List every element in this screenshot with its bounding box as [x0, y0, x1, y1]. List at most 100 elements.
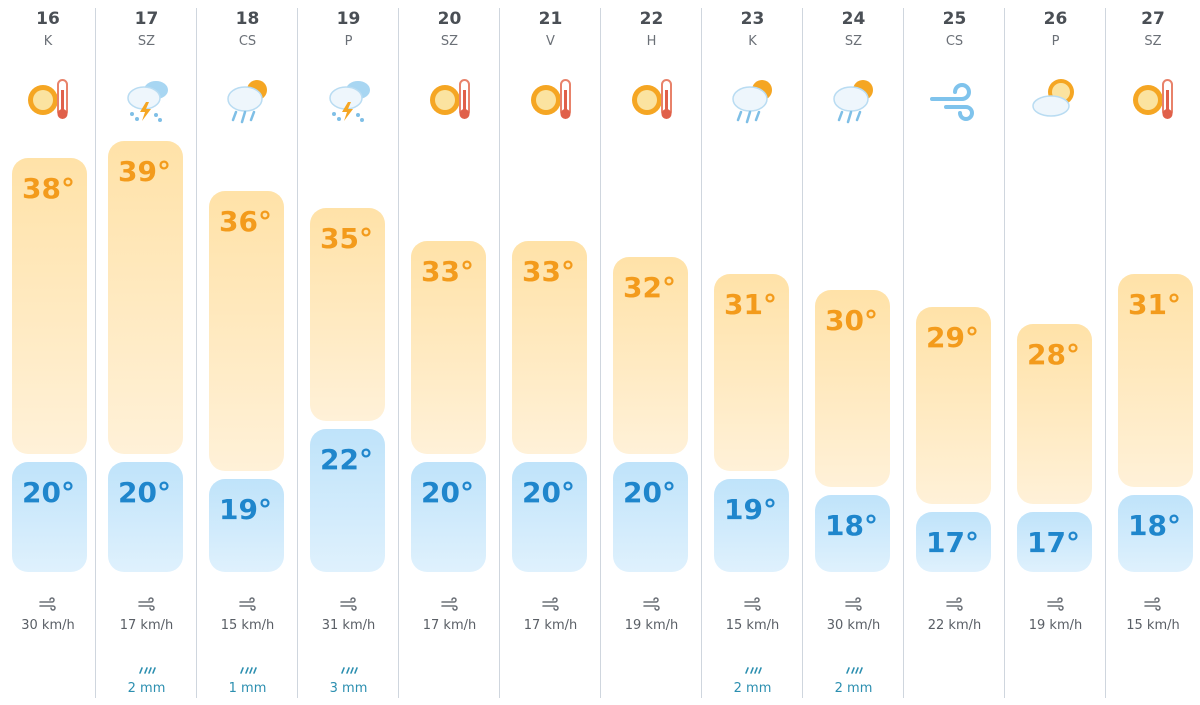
day-of-week: CS: [945, 34, 964, 49]
forecast-day-column[interactable]: 19 P 35° 22° 31 km/h 3 mm: [298, 0, 399, 698]
wind-speed: 31 km/h: [321, 618, 376, 633]
low-temp: 22°: [320, 442, 373, 476]
forecast-day-column[interactable]: 22 H 32° 20° 19 km/h: [601, 0, 702, 698]
low-temp: 20°: [421, 476, 474, 509]
precipitation: 2 mm: [834, 681, 873, 696]
wind-icon: [743, 596, 763, 611]
day-number: 26: [1043, 9, 1068, 29]
sun-cloud-rain-icon: [726, 72, 780, 126]
high-temp-bar: 30°: [815, 290, 890, 488]
wind-icon: [137, 596, 157, 611]
wind-speed: 15 km/h: [725, 618, 780, 633]
low-temp-bar: 20°: [512, 462, 587, 572]
low-temp-bar: 20°: [411, 462, 486, 572]
day-of-week: SZ: [844, 34, 863, 49]
low-temp-bar: 19°: [714, 478, 789, 572]
low-temp-bar: 17°: [916, 511, 991, 572]
wind-icon: [440, 596, 460, 611]
precipitation: 2 mm: [127, 681, 166, 696]
high-temp: 31°: [1128, 287, 1181, 321]
sun-cloud-rain-icon: [827, 72, 881, 126]
forecast-day-column[interactable]: 21 V 33° 20° 17 km/h: [500, 0, 601, 698]
rain-icon: [137, 660, 157, 674]
sun-thermometer-icon: [1126, 72, 1180, 126]
wind-icon: [642, 596, 662, 611]
column-divider: [297, 8, 298, 698]
day-of-week: H: [646, 34, 657, 49]
rain-icon: [844, 660, 864, 674]
wind-speed: 30 km/h: [826, 618, 881, 633]
high-temp: 30°: [825, 304, 878, 338]
forecast-day-column[interactable]: 26 P 28° 17° 19 km/h: [1005, 0, 1106, 698]
high-temp: 32°: [623, 271, 676, 305]
forecast-day-column[interactable]: 18 CS 36° 19° 15 km/h 1 mm: [197, 0, 298, 698]
forecast-day-column[interactable]: 17 SZ 39° 20° 17 km/h 2 mm: [96, 0, 197, 698]
day-number: 24: [841, 9, 866, 29]
column-divider: [499, 8, 500, 698]
rain-icon: [339, 660, 359, 674]
precipitation: 2 mm: [733, 681, 772, 696]
high-temp-bar: 36°: [209, 191, 284, 471]
high-temp-bar: 33°: [512, 240, 587, 454]
day-number: 23: [740, 9, 765, 29]
high-temp: 28°: [1027, 337, 1080, 371]
high-temp-bar: 29°: [916, 306, 991, 504]
day-of-week: P: [344, 34, 353, 49]
low-temp-bar: 19°: [209, 478, 284, 572]
low-temp: 20°: [22, 476, 75, 509]
high-temp-bar: 31°: [1118, 273, 1193, 488]
low-temp: 18°: [1128, 509, 1181, 543]
day-of-week: CS: [238, 34, 257, 49]
high-temp-bar: 35°: [310, 207, 385, 421]
high-temp: 35°: [320, 221, 373, 255]
column-divider: [95, 8, 96, 698]
column-divider: [398, 8, 399, 698]
day-number: 16: [36, 9, 60, 29]
forecast-day-column[interactable]: 24 SZ 30° 18° 30 km/h 2 mm: [803, 0, 904, 698]
forecast-day-column[interactable]: 20 SZ 33° 20° 17 km/h: [399, 0, 500, 698]
precipitation: 1 mm: [228, 681, 267, 696]
day-number: 21: [538, 9, 563, 29]
wind-speed: 17 km/h: [119, 618, 174, 633]
high-temp: 33°: [522, 254, 575, 288]
column-divider: [1105, 8, 1106, 698]
day-number: 25: [942, 9, 967, 29]
wind-icon: [541, 596, 561, 611]
high-temp-bar: 33°: [411, 240, 486, 454]
sun-thermometer-icon: [21, 72, 75, 126]
low-temp-bar: 18°: [1118, 495, 1193, 572]
wind-icon: [1046, 596, 1066, 611]
day-number: 22: [639, 9, 664, 29]
wind-icon: [844, 596, 864, 611]
high-temp-bar: 38°: [12, 158, 87, 454]
forecast-day-column[interactable]: 25 CS 29° 17° 22 km/h: [904, 0, 1005, 698]
column-divider: [600, 8, 601, 698]
low-temp: 20°: [118, 476, 171, 509]
wind-speed: 30 km/h: [21, 618, 75, 633]
low-temp-bar: 20°: [613, 462, 688, 572]
low-temp-bar: 20°: [108, 462, 183, 572]
low-temp-bar: 17°: [1017, 511, 1092, 572]
rain-icon: [238, 660, 258, 674]
high-temp-bar: 31°: [714, 273, 789, 471]
sun-thermometer-icon: [423, 72, 477, 126]
forecast-day-column[interactable]: 27 SZ 31° 18° 15 km/h: [1106, 0, 1200, 698]
column-divider: [802, 8, 803, 698]
wind-speed: 22 km/h: [927, 618, 982, 633]
rain-icon: [743, 660, 763, 674]
day-of-week: SZ: [1144, 34, 1162, 49]
wind-speed: 15 km/h: [220, 618, 275, 633]
high-temp-bar: 32°: [613, 257, 688, 454]
high-temp: 29°: [926, 320, 979, 354]
high-temp-bar: 39°: [108, 141, 183, 454]
day-number: 27: [1141, 9, 1165, 29]
day-of-week: SZ: [137, 34, 156, 49]
low-temp: 17°: [1027, 525, 1080, 559]
forecast-day-column[interactable]: 23 K 31° 19° 15 km/h 2 mm: [702, 0, 803, 698]
day-of-week: SZ: [440, 34, 459, 49]
low-temp: 20°: [623, 476, 676, 509]
high-temp: 36°: [219, 205, 272, 239]
day-of-week: P: [1051, 34, 1060, 49]
wind-icon: [928, 72, 982, 126]
forecast-day-column[interactable]: 16 K 38° 20° 30 km/h: [0, 0, 96, 698]
